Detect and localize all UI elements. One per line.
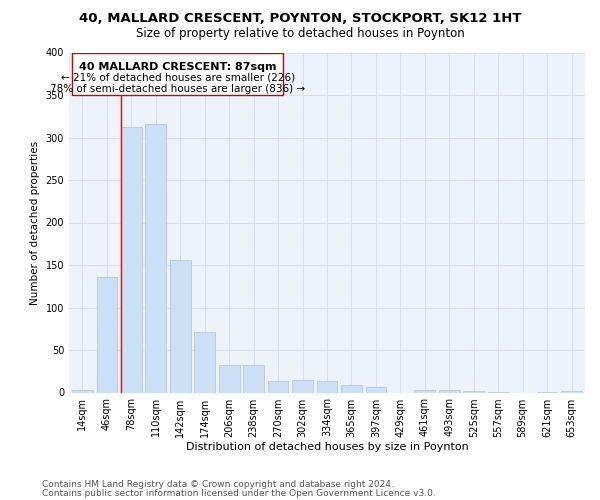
Text: 78% of semi-detached houses are larger (836) →: 78% of semi-detached houses are larger (… [50,84,305,94]
Bar [341,385,362,392]
Bar [268,380,289,392]
Bar [145,124,166,392]
Bar [97,277,117,392]
X-axis label: Distribution of detached houses by size in Poynton: Distribution of detached houses by size … [185,442,469,452]
FancyBboxPatch shape [72,52,283,95]
Text: Contains public sector information licensed under the Open Government Licence v3: Contains public sector information licen… [42,488,436,498]
Text: ← 21% of detached houses are smaller (226): ← 21% of detached houses are smaller (22… [61,73,295,83]
Bar [317,380,337,392]
Bar [561,391,582,392]
Bar [439,390,460,392]
Bar [292,380,313,392]
Bar [72,390,93,392]
Text: Size of property relative to detached houses in Poynton: Size of property relative to detached ho… [136,28,464,40]
Bar [121,128,142,392]
Bar [194,332,215,392]
Text: 40 MALLARD CRESCENT: 87sqm: 40 MALLARD CRESCENT: 87sqm [79,62,277,72]
Bar [463,391,484,392]
Bar [415,390,435,392]
Text: 40, MALLARD CRESCENT, POYNTON, STOCKPORT, SK12 1HT: 40, MALLARD CRESCENT, POYNTON, STOCKPORT… [79,12,521,26]
Y-axis label: Number of detached properties: Number of detached properties [30,140,40,304]
Bar [170,260,191,392]
Bar [365,386,386,392]
Bar [219,366,239,392]
Text: Contains HM Land Registry data © Crown copyright and database right 2024.: Contains HM Land Registry data © Crown c… [42,480,394,489]
Bar [243,366,264,392]
